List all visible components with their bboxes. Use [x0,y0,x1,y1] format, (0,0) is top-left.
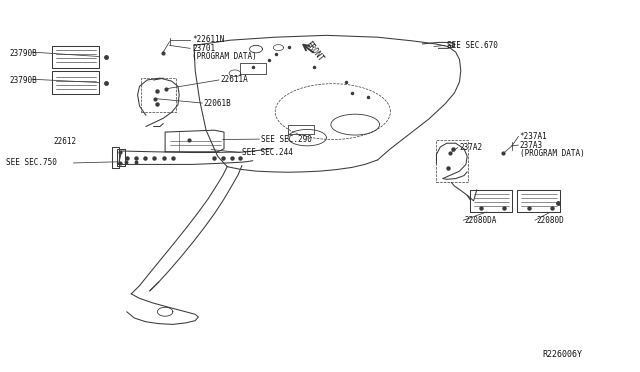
Text: 23790B: 23790B [9,76,36,85]
Text: 22061B: 22061B [204,99,231,108]
Text: SEE SEC.750: SEE SEC.750 [6,158,57,167]
Text: 237A2: 237A2 [460,143,483,152]
Text: *22611N: *22611N [192,35,225,44]
Text: *237A1: *237A1 [520,132,547,141]
Text: R226006Y: R226006Y [543,350,583,359]
Text: SEE SEC.290: SEE SEC.290 [261,135,312,144]
Text: 22612: 22612 [53,137,76,146]
Text: (PROGRAM DATA): (PROGRAM DATA) [192,52,257,61]
Text: (PROGRAM DATA): (PROGRAM DATA) [520,149,584,158]
Text: 22080DA: 22080DA [465,216,497,225]
Text: 23701: 23701 [192,44,215,53]
Text: SEE SEC.670: SEE SEC.670 [447,41,497,50]
Text: 22080D: 22080D [536,216,564,225]
Text: FRONT: FRONT [303,39,324,63]
Text: 23790B: 23790B [9,49,36,58]
Text: 237A3: 237A3 [520,141,543,150]
Text: SEE SEC.244: SEE SEC.244 [242,148,292,157]
Text: 22611A: 22611A [221,76,248,84]
